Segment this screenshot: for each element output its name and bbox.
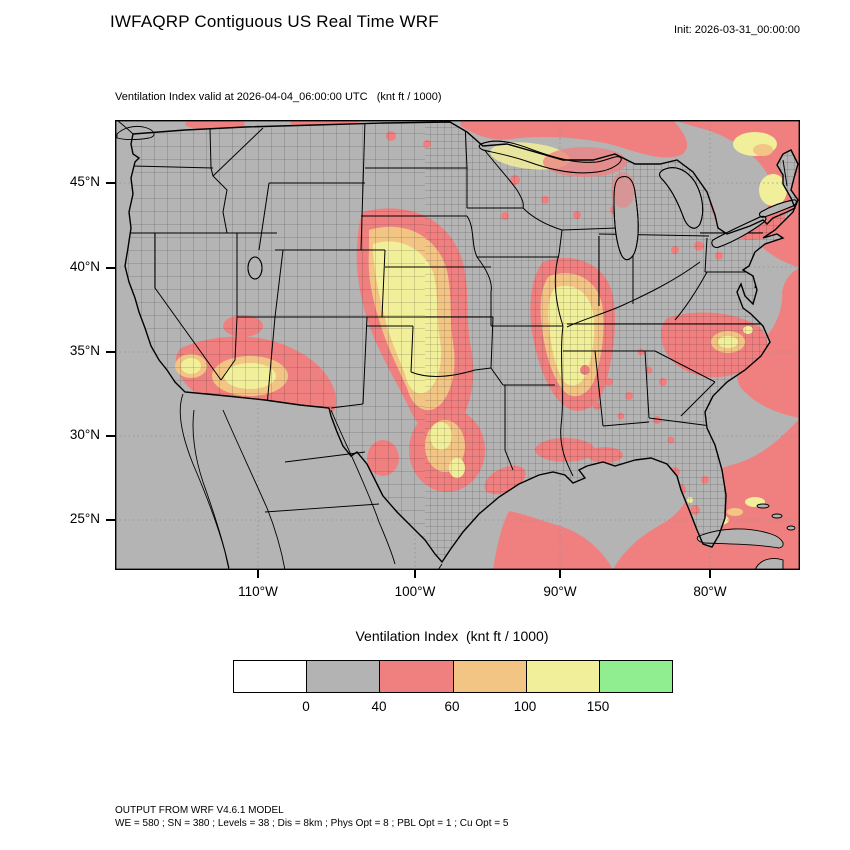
lat-axis-label-30n: 30°N [69, 427, 100, 442]
legend-tick-40: 40 [371, 699, 387, 714]
legend-tick-60: 60 [444, 699, 460, 714]
footer-line-2: WE = 580 ; SN = 380 ; Levels = 38 ; Dis … [115, 817, 509, 829]
legend-tick-150: 150 [586, 699, 610, 714]
lon-tick [414, 570, 416, 578]
lon-axis-label-80w: 80°W [693, 584, 727, 599]
legend-cell-above-150 [598, 661, 673, 692]
lat-tick [106, 519, 115, 521]
footer-model-info: OUTPUT FROM WRF V4.6.1 MODEL WE = 580 ; … [115, 805, 508, 830]
footer-line-1: OUTPUT FROM WRF V4.6.1 MODEL [115, 805, 284, 816]
legend-colorbar [233, 660, 673, 693]
legend-cell-below-0 [234, 661, 307, 692]
lon-axis-label-90w: 90°W [543, 584, 577, 599]
lon-axis-label-100w: 100°W [394, 584, 436, 599]
lat-tick [106, 182, 115, 184]
lat-axis-label-25n: 25°N [69, 511, 100, 526]
init-timestamp: Init: 2026-03-31_00:00:00 [674, 24, 800, 36]
map-subtitle: Ventilation Index valid at 2026-04-04_06… [115, 91, 442, 103]
lat-tick [106, 351, 115, 353]
legend-cell-100-150 [525, 661, 599, 692]
lon-axis-label-110w: 110°W [238, 584, 278, 599]
lon-tick [709, 570, 711, 578]
lat-axis-label-45n: 45°N [69, 174, 100, 189]
legend-cell-0-40 [306, 661, 380, 692]
lon-tick [559, 570, 561, 578]
lat-tick [106, 435, 115, 437]
lat-tick [106, 267, 115, 269]
lat-axis-label-35n: 35°N [69, 343, 100, 358]
lon-tick [257, 570, 259, 578]
map-frame [114, 118, 800, 571]
page-title: IWFAQRP Contiguous US Real Time WRF [110, 12, 439, 31]
state-boundaries [127, 122, 788, 477]
lat-axis-label-40n: 40°N [69, 259, 100, 274]
legend-cell-40-60 [379, 661, 453, 692]
legend-tick-0: 0 [302, 699, 310, 714]
legend-tick-100: 100 [513, 699, 537, 714]
legend-cell-60-100 [452, 661, 526, 692]
map-frame-border [114, 119, 800, 571]
legend-title: Ventilation Index (knt ft / 1000) [355, 628, 549, 644]
conus-map-svg [114, 118, 800, 571]
legend-tick-labels: 0 40 60 100 150 [233, 699, 671, 715]
